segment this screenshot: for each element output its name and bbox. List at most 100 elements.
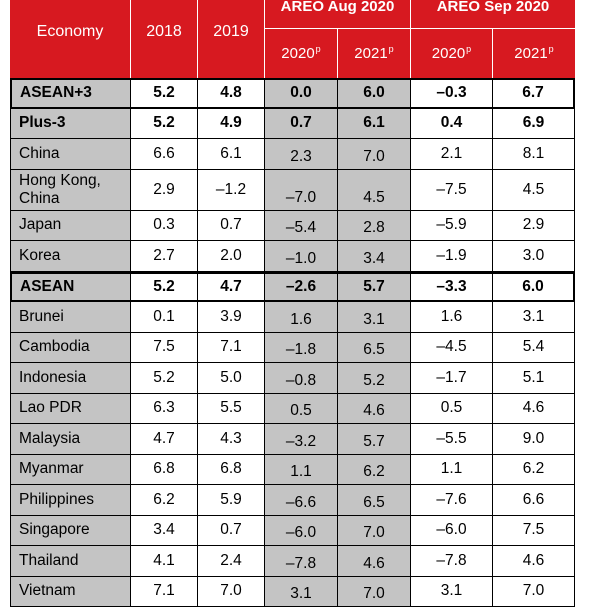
value-cell: 3.4 [338,241,411,272]
value-cell: –3.3 [411,272,493,303]
value-cell: 8.1 [493,139,575,170]
value-cell: 1.1 [265,455,338,486]
value-cell: –1.8 [265,333,338,364]
value-cell: –1.7 [411,363,493,394]
value-cell: 3.1 [493,302,575,333]
header-2018: 2018 [131,0,198,78]
value-cell: 0.5 [411,394,493,425]
value-cell: 9.0 [493,424,575,455]
value-cell: 7.0 [338,516,411,547]
value-cell: 2.1 [411,139,493,170]
value-cell: 2.8 [338,211,411,242]
value-cell: 7.1 [131,577,198,607]
value-cell: 6.3 [131,394,198,425]
economy-cell: Lao PDR [10,394,131,425]
value-cell: 6.2 [131,485,198,516]
value-cell: 6.2 [338,455,411,486]
header-areo-sep: AREO Sep 2020 [411,0,575,29]
economy-cell: Thailand [10,546,131,577]
value-cell: 0.7 [198,211,265,242]
economy-cell: Singapore [10,516,131,547]
value-cell: 0.3 [131,211,198,242]
value-cell: 2.9 [493,211,575,242]
value-cell: 7.0 [198,577,265,607]
value-cell: –5.4 [265,211,338,242]
value-cell: 0.5 [265,394,338,425]
value-cell: 3.1 [338,302,411,333]
value-cell: 0.7 [265,109,338,140]
value-cell: 4.7 [198,272,265,303]
value-cell: 6.0 [493,272,575,303]
value-cell: 4.9 [198,109,265,140]
economy-cell: Vietnam [10,577,131,607]
value-cell: 4.8 [198,78,265,109]
value-cell: –1.9 [411,241,493,272]
value-cell: 5.2 [131,272,198,303]
value-cell: –4.5 [411,333,493,364]
value-cell: 0.1 [131,302,198,333]
value-cell: –5.5 [411,424,493,455]
value-cell: –3.2 [265,424,338,455]
value-cell: 5.0 [198,363,265,394]
value-cell: 6.6 [493,485,575,516]
value-cell: 6.8 [198,455,265,486]
value-cell: 3.1 [411,577,493,607]
value-cell: 0.7 [198,516,265,547]
value-cell: –0.3 [411,78,493,109]
value-cell: 5.5 [198,394,265,425]
value-cell: 6.9 [493,109,575,140]
economy-cell: ASEAN+3 [10,78,131,109]
economy-cell: China [10,139,131,170]
value-cell: 4.1 [131,546,198,577]
value-cell: 1.6 [265,302,338,333]
value-cell: 4.6 [338,394,411,425]
value-cell: 6.8 [131,455,198,486]
value-cell: 0.0 [265,78,338,109]
value-cell: 2.0 [198,241,265,272]
value-cell: 7.5 [493,516,575,547]
growth-table: Economy 2018 2019 AREO Aug 2020 AREO Sep… [10,0,585,607]
value-cell: 5.2 [131,363,198,394]
economy-cell: Myanmar [10,455,131,486]
value-cell: 7.0 [338,139,411,170]
value-cell: 0.4 [411,109,493,140]
value-cell: –7.5 [411,170,493,211]
value-cell: 7.1 [198,333,265,364]
value-cell: –5.9 [411,211,493,242]
economy-cell: Plus-3 [10,109,131,140]
value-cell: –0.8 [265,363,338,394]
value-cell: 5.1 [493,363,575,394]
value-cell: 7.0 [338,577,411,607]
value-cell: 6.5 [338,485,411,516]
value-cell: –7.6 [411,485,493,516]
header-2019: 2019 [198,0,265,78]
value-cell: 1.1 [411,455,493,486]
value-cell: 4.6 [493,394,575,425]
value-cell: 4.6 [493,546,575,577]
value-cell: 1.6 [411,302,493,333]
value-cell: 6.5 [338,333,411,364]
value-cell: 5.4 [493,333,575,364]
value-cell: 5.2 [131,78,198,109]
value-cell: 4.3 [198,424,265,455]
value-cell: –1.0 [265,241,338,272]
value-cell: 5.7 [338,424,411,455]
value-cell: 4.6 [338,546,411,577]
value-cell: 3.4 [131,516,198,547]
value-cell: 7.0 [493,577,575,607]
value-cell: 6.1 [338,109,411,140]
value-cell: 4.5 [338,170,411,211]
economy-cell: Hong Kong, China [10,170,131,211]
economy-cell: Cambodia [10,333,131,364]
economy-cell: Korea [10,241,131,272]
economy-cell: Malaysia [10,424,131,455]
value-cell: 4.7 [131,424,198,455]
value-cell: 5.2 [338,363,411,394]
value-cell: –6.0 [411,516,493,547]
value-cell: –7.8 [411,546,493,577]
value-cell: 7.5 [131,333,198,364]
value-cell: 6.1 [198,139,265,170]
value-cell: 2.7 [131,241,198,272]
